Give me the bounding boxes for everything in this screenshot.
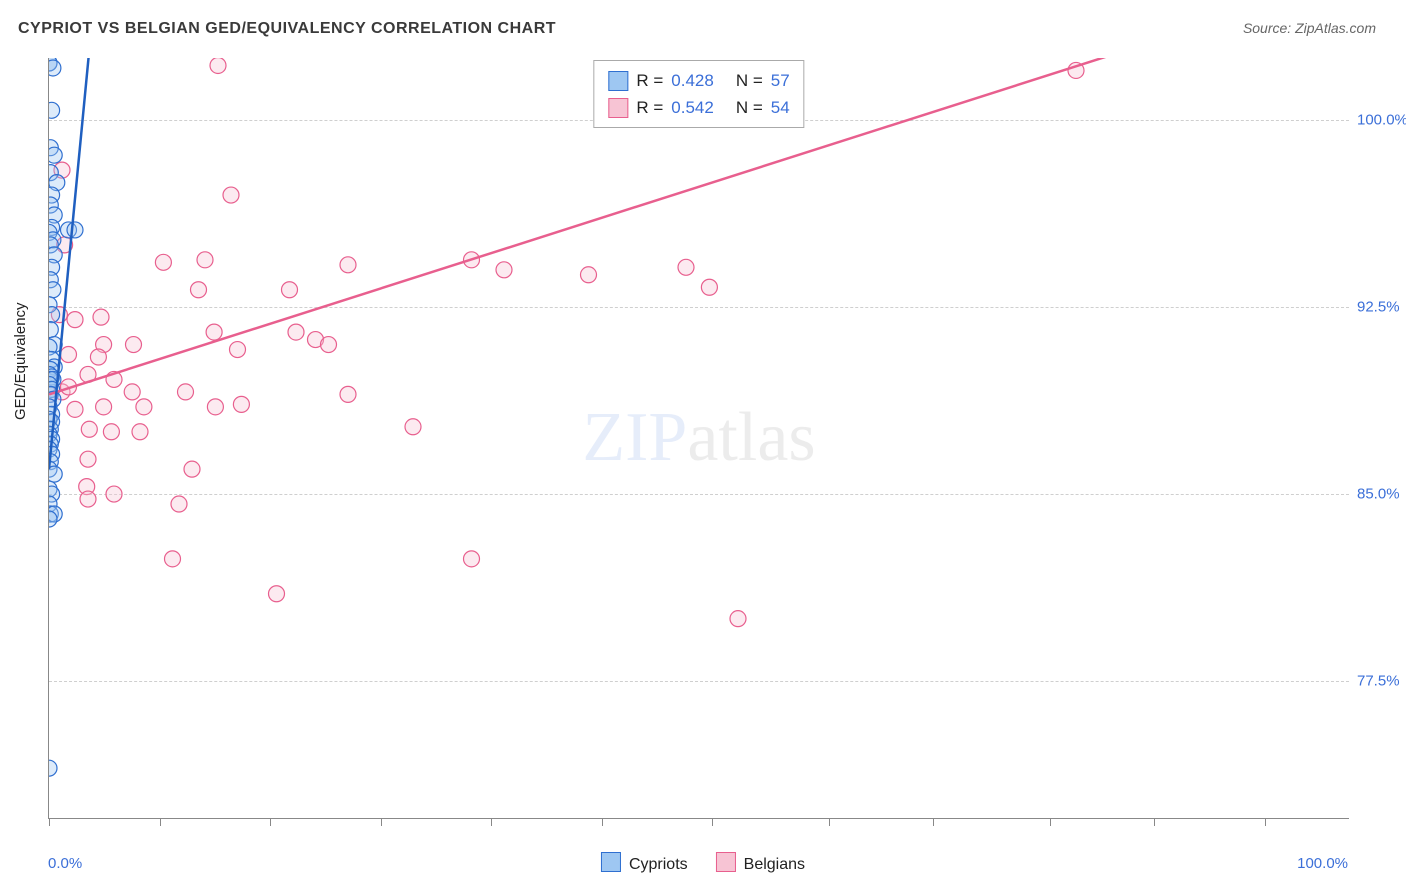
legend-row: R = 0.542 N = 54	[608, 94, 789, 121]
data-point	[132, 424, 148, 440]
data-point	[67, 222, 83, 238]
data-point	[288, 324, 304, 340]
data-point	[49, 282, 61, 298]
x-tick	[49, 818, 50, 826]
legend-r-label: R =	[636, 67, 663, 94]
data-point	[155, 254, 171, 270]
x-tick	[933, 818, 934, 826]
data-point	[90, 349, 106, 365]
plot-area: ZIPatlas R = 0.428N = 57R = 0.542N = 54 …	[48, 58, 1349, 819]
data-point	[405, 419, 421, 435]
data-point	[269, 586, 285, 602]
data-point	[340, 386, 356, 402]
legend-r-value: 0.428	[671, 67, 714, 94]
legend-label: Cypriots	[629, 856, 688, 873]
legend-row: R = 0.428 N = 57	[608, 67, 789, 94]
legend-n-label: N =	[736, 94, 763, 121]
data-point	[191, 282, 207, 298]
x-tick	[160, 818, 161, 826]
legend-swatch	[601, 852, 621, 872]
data-point	[124, 384, 140, 400]
correlation-legend: R = 0.428 N = 57 R = 0.542 N = 54	[593, 60, 804, 128]
data-point	[340, 257, 356, 273]
data-point	[49, 760, 57, 776]
data-point	[223, 187, 239, 203]
x-axis-min-label: 0.0%	[48, 855, 82, 872]
data-point	[106, 486, 122, 502]
x-tick	[491, 818, 492, 826]
x-tick	[1050, 818, 1051, 826]
data-point	[126, 337, 142, 353]
data-point	[730, 611, 746, 627]
y-tick-label: 100.0%	[1357, 112, 1406, 129]
data-point	[496, 262, 512, 278]
plot-svg	[49, 58, 1349, 818]
series-legend: Cypriots Belgians	[601, 852, 805, 874]
data-point	[678, 259, 694, 275]
data-point	[80, 491, 96, 507]
data-point	[49, 466, 62, 482]
data-point	[171, 496, 187, 512]
data-point	[61, 347, 77, 363]
x-tick	[1265, 818, 1266, 826]
data-point	[210, 58, 226, 73]
data-point	[49, 322, 58, 338]
legend-item: Belgians	[716, 852, 805, 874]
y-tick-label: 85.0%	[1357, 486, 1406, 503]
legend-r-label: R =	[636, 94, 663, 121]
data-point	[49, 102, 60, 118]
data-point	[49, 60, 61, 76]
x-tick	[381, 818, 382, 826]
data-point	[67, 312, 83, 328]
data-point	[103, 424, 119, 440]
data-point	[233, 396, 249, 412]
data-point	[49, 147, 62, 163]
data-point	[207, 399, 223, 415]
legend-label: Belgians	[744, 856, 805, 873]
data-point	[67, 401, 83, 417]
chart-title: CYPRIOT VS BELGIAN GED/EQUIVALENCY CORRE…	[18, 20, 556, 38]
data-point	[165, 551, 181, 567]
y-axis-label: GED/Equivalency	[12, 302, 29, 420]
x-tick	[1154, 818, 1155, 826]
data-point	[197, 252, 213, 268]
legend-swatch	[608, 71, 628, 91]
data-point	[282, 282, 298, 298]
source-attribution: Source: ZipAtlas.com	[1243, 20, 1376, 36]
data-point	[93, 309, 109, 325]
data-point	[49, 307, 60, 323]
data-point	[96, 399, 112, 415]
legend-n-value: 57	[771, 67, 790, 94]
data-point	[81, 421, 97, 437]
data-point	[701, 279, 717, 295]
x-tick	[602, 818, 603, 826]
data-point	[581, 267, 597, 283]
y-tick-label: 77.5%	[1357, 672, 1406, 689]
data-point	[136, 399, 152, 415]
data-point	[206, 324, 222, 340]
x-tick	[270, 818, 271, 826]
legend-n-label: N =	[736, 67, 763, 94]
data-point	[464, 551, 480, 567]
legend-item: Cypriots	[601, 852, 688, 874]
x-tick	[829, 818, 830, 826]
legend-r-value: 0.542	[671, 94, 714, 121]
data-point	[80, 451, 96, 467]
legend-swatch	[608, 98, 628, 118]
data-point	[321, 337, 337, 353]
data-point	[184, 461, 200, 477]
data-point	[178, 384, 194, 400]
y-tick-label: 92.5%	[1357, 299, 1406, 316]
legend-n-value: 54	[771, 94, 790, 121]
legend-swatch	[716, 852, 736, 872]
x-axis-max-label: 100.0%	[1297, 855, 1348, 872]
x-tick	[712, 818, 713, 826]
data-point	[230, 342, 246, 358]
